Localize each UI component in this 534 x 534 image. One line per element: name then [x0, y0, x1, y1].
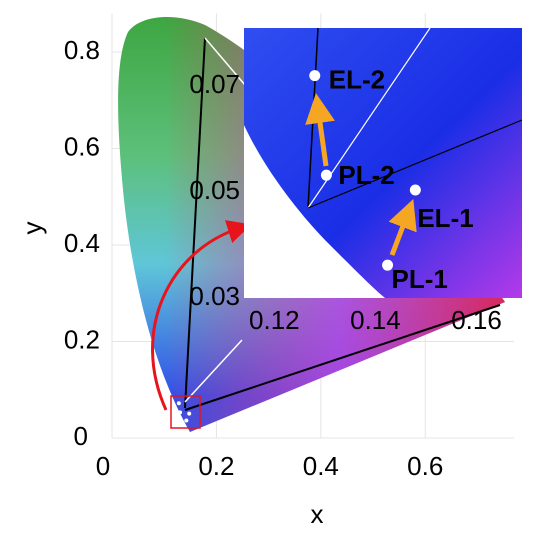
x-tick-label: 0.6 — [407, 451, 443, 481]
x-tick-label: 0.16 — [451, 305, 502, 335]
data-point — [320, 169, 332, 181]
y-tick-label: 0.8 — [64, 35, 100, 65]
zoom-arrow — [151, 220, 252, 411]
data-point — [178, 410, 183, 415]
y-axis-label: y — [17, 222, 47, 235]
data-point — [309, 70, 321, 82]
x-tick-label: 0.12 — [249, 305, 300, 335]
zoom-box — [170, 395, 201, 429]
data-point — [382, 259, 394, 271]
data-point — [184, 418, 189, 423]
data-point — [409, 184, 421, 196]
x-tick-label: 0.4 — [303, 451, 339, 481]
y-tick-label: 0 — [74, 421, 88, 451]
inset-plot: 0.12 0.14 0.16 0.03 0.05 0.07 EL-2 PL-2 EL-1 PL-1 — [189, 65, 501, 335]
y-tick-label: 0.07 — [189, 69, 240, 99]
x-tick-label: 0 — [96, 451, 110, 481]
point-label: EL-2 — [329, 65, 385, 95]
point-label: EL-1 — [417, 203, 473, 233]
x-axis-label: x — [311, 499, 324, 529]
y-tick-label: 0.4 — [64, 228, 100, 258]
y-tick-label: 0.6 — [64, 131, 100, 161]
y-tick-label: 0.03 — [189, 281, 240, 311]
x-tick-label: 0.14 — [350, 305, 401, 335]
data-point — [176, 401, 181, 406]
y-tick-label: 0.2 — [64, 324, 100, 354]
point-label: PL-2 — [338, 160, 394, 190]
inset-background — [244, 27, 523, 298]
data-point — [187, 411, 192, 416]
point-label: PL-1 — [392, 264, 448, 294]
main-plot: 0 0.2 0.4 0.6 0 0.2 0.4 0.6 0.8 x y — [17, 35, 443, 529]
x-tick-label: 0.2 — [198, 451, 234, 481]
y-tick-label: 0.05 — [189, 175, 240, 205]
